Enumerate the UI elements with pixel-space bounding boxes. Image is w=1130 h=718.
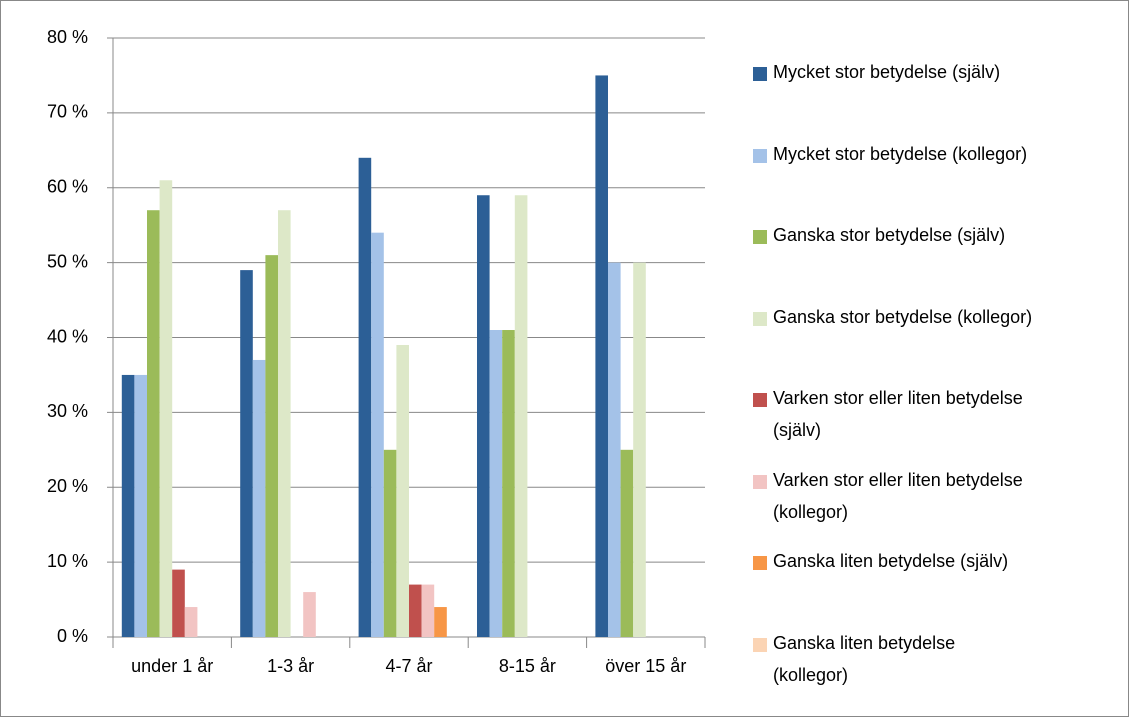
bar [502,330,515,637]
bar [121,374,135,637]
bar [434,607,447,637]
x-tick-label: 8-15 år [499,656,556,676]
bar [633,262,646,637]
bar [421,584,435,637]
y-tick-label: 70 % [47,102,88,122]
x-tick-label: under 1 år [131,656,213,676]
legend-item: Ganska liten betydelse (kollegor) [753,633,1053,691]
bar [514,195,528,638]
y-tick-label: 30 % [47,401,88,421]
legend-item: Ganska stor betydelse (själv) [753,225,1053,251]
bar [147,210,160,637]
x-tick-label: 1-3 år [267,656,314,676]
legend-label: Mycket stor betydelse (kollegor) [773,143,1028,164]
y-tick-label: 0 % [57,626,88,646]
bar [252,359,266,637]
legend-item: Varken stor eller liten betydelse (kolle… [753,470,1053,528]
y-tick-label: 60 % [47,177,88,197]
y-tick-label: 50 % [47,251,88,271]
bar [595,75,608,637]
legend-swatch [753,393,767,407]
bar [409,584,422,637]
legend-item: Ganska liten betydelse (själv) [753,551,1053,577]
x-tick-label: 4-7 år [385,656,432,676]
bar [240,270,253,637]
legend-item: Ganska stor betydelse (kollegor) [753,307,1053,333]
bar [303,592,316,637]
legend-item: Varken stor eller liten betydelse (själv… [753,388,1053,446]
bar [383,449,397,637]
legend-swatch [753,474,767,489]
legend-label: Ganska liten betydelse (själv) [773,551,1009,571]
bar [278,210,291,637]
bar [371,232,384,638]
legend-label: Varken stor eller liten betydelse (kolle… [773,469,1023,522]
y-tick-label: 10 % [47,551,88,571]
y-tick-label: 80 % [47,27,88,47]
bar [489,330,503,637]
bar [620,449,634,637]
legend-label: Ganska liten betydelse (kollegor) [773,632,956,685]
legend-swatch [753,148,767,163]
x-tick-label: över 15 år [605,656,686,676]
bar [134,374,147,637]
legend-swatch [753,230,767,244]
legend-label: Mycket stor betydelse (själv) [773,62,1001,82]
legend-swatch [753,556,767,570]
legend-label: Ganska stor betydelse (kollegor) [773,306,1033,327]
legend-label: Varken stor eller liten betydelse (själv… [773,388,1023,440]
bar [184,607,198,637]
legend-swatch [753,311,767,326]
bar [396,344,409,637]
legend-item: Mycket stor betydelse (själv) [753,62,1053,88]
y-tick-label: 40 % [47,326,88,346]
legend-item: Mycket stor betydelse (kollegor) [753,144,1053,170]
bar [477,195,490,638]
bar [159,180,173,637]
y-tick-label: 20 % [47,476,88,496]
bar [172,569,185,637]
bar [358,157,372,638]
bar [265,255,278,637]
legend-swatch [753,637,767,652]
bar [608,262,621,637]
legend-label: Ganska stor betydelse (själv) [773,225,1006,245]
legend-swatch [753,67,767,81]
